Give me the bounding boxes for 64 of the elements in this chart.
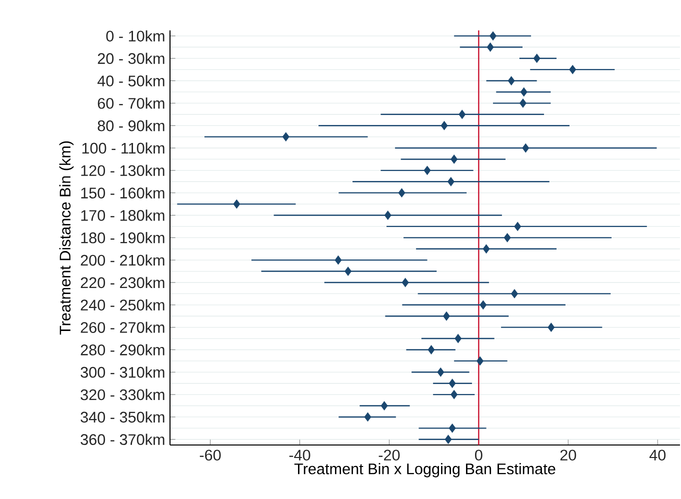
point xyxy=(454,334,462,344)
y-tick-label: 260 - 270km xyxy=(80,322,164,333)
x-tick-label: 0 xyxy=(475,450,482,461)
point xyxy=(450,154,458,164)
y-tick-label: 150 - 160km xyxy=(81,187,164,198)
point xyxy=(344,266,352,276)
point xyxy=(490,31,496,40)
y-tick-label: 180 - 190km xyxy=(81,232,164,244)
point xyxy=(504,233,511,242)
y-tick-label: 220 - 230km xyxy=(80,276,164,288)
point xyxy=(458,110,466,119)
point xyxy=(233,200,240,209)
x-tick-label: -60 xyxy=(200,450,221,461)
y-tick-label: 0 - 10km xyxy=(106,30,164,42)
y-tick-label: 360 - 370km xyxy=(80,434,164,446)
point xyxy=(476,356,484,366)
y-tick-label: 300 - 310km xyxy=(80,366,164,378)
point xyxy=(480,300,487,310)
y-tick-label: 170 - 180km xyxy=(81,210,164,221)
point xyxy=(364,412,372,422)
point xyxy=(533,54,540,63)
point xyxy=(448,378,456,388)
y-tick-label: 200 - 210km xyxy=(80,254,164,266)
y-tick-label: 20 - 30km xyxy=(98,52,164,64)
point xyxy=(443,312,450,321)
x-axis-title: Treatment Bin x Logging Ban Estimate xyxy=(294,463,556,478)
point xyxy=(511,289,518,298)
y-axis-title: Treatment Distance Bin (km) xyxy=(59,141,74,335)
point xyxy=(569,65,576,74)
x-tick-label: -40 xyxy=(289,450,310,461)
point xyxy=(334,256,342,265)
point xyxy=(282,132,290,142)
point xyxy=(380,401,388,410)
y-tick-label: 340 - 350km xyxy=(80,411,164,423)
point xyxy=(520,98,526,108)
point xyxy=(447,177,454,186)
point xyxy=(384,210,392,220)
y-tick-label: 80 - 90km xyxy=(98,120,164,132)
x-tick-label: 20 xyxy=(560,450,576,461)
point xyxy=(508,76,515,86)
point xyxy=(402,278,409,288)
point xyxy=(548,322,555,332)
point xyxy=(482,244,490,254)
y-tick-label: 60 - 70km xyxy=(98,98,164,109)
y-tick-label: 280 - 290km xyxy=(80,344,164,356)
x-tick-label: -20 xyxy=(378,450,400,461)
point xyxy=(444,434,452,444)
point xyxy=(522,143,530,153)
y-tick-label: 320 - 330km xyxy=(80,388,164,400)
point xyxy=(486,42,494,52)
point xyxy=(448,424,456,433)
x-tick-label: 40 xyxy=(649,450,666,461)
point xyxy=(440,121,448,130)
point xyxy=(398,188,406,198)
point xyxy=(514,222,522,231)
point xyxy=(520,87,528,97)
point xyxy=(450,390,458,400)
y-tick-label: 40 - 50km xyxy=(97,75,164,86)
point xyxy=(437,368,444,377)
y-tick-label: 240 - 250km xyxy=(80,299,164,311)
point xyxy=(424,166,431,175)
point xyxy=(428,345,435,354)
y-tick-label: 100 - 110km xyxy=(82,142,164,154)
y-tick-label: 120 - 130km xyxy=(81,164,164,176)
